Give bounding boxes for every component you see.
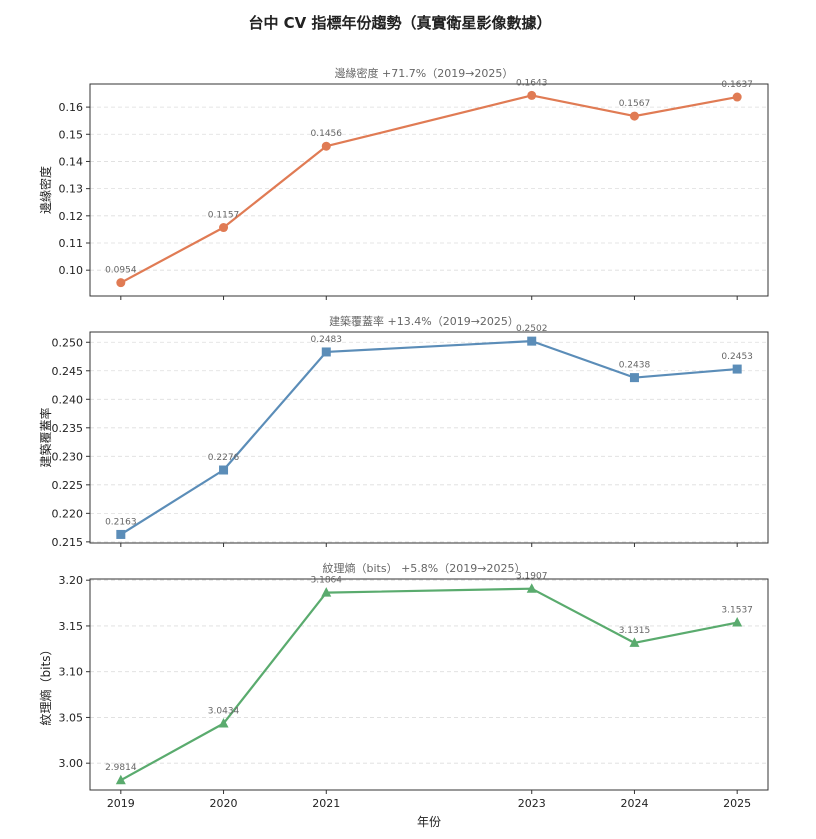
data-label: 0.1637 bbox=[721, 80, 753, 90]
y-tick-label: 0.14 bbox=[59, 155, 84, 168]
y-tick-label: 0.225 bbox=[52, 479, 84, 492]
data-point bbox=[219, 465, 229, 475]
y-tick-label: 0.16 bbox=[59, 101, 84, 114]
y-axis-label: 紋理熵（bits） bbox=[38, 644, 53, 726]
data-label: 0.1567 bbox=[619, 99, 651, 109]
data-point bbox=[321, 141, 331, 151]
y-axis-label: 建築覆蓋率 bbox=[38, 407, 53, 467]
panel-3: 3.00 3.05 3.10 3.15 3.20 2019 2020 2021 2023 2024… bbox=[38, 561, 769, 810]
y-tick-label: 3.00 bbox=[59, 757, 84, 770]
x-tick-label: 2019 bbox=[107, 797, 135, 810]
data-label: 0.1456 bbox=[311, 129, 343, 139]
x-tick-label: 2020 bbox=[210, 797, 238, 810]
data-label: 2.9814 bbox=[105, 763, 137, 773]
data-point bbox=[527, 336, 537, 346]
y-tick-label: 0.220 bbox=[52, 507, 84, 520]
y-tick-label: 0.235 bbox=[52, 422, 84, 435]
data-label: 0.1157 bbox=[208, 211, 240, 221]
y-tick-label: 0.10 bbox=[59, 264, 84, 277]
data-point bbox=[218, 717, 229, 728]
data-label: 3.1864 bbox=[311, 576, 343, 586]
data-point bbox=[629, 111, 639, 121]
y-axis-label: 邊緣密度 bbox=[38, 166, 53, 214]
y-tick-label: 0.15 bbox=[59, 128, 84, 141]
x-tick-label: 2023 bbox=[518, 797, 546, 810]
data-point bbox=[732, 617, 743, 627]
y-tick-label: 0.240 bbox=[52, 393, 84, 406]
x-axis-label: 年份 bbox=[417, 815, 441, 829]
y-tick-label: 0.245 bbox=[52, 365, 84, 378]
plot-frame bbox=[89, 578, 769, 791]
series-line bbox=[120, 587, 738, 782]
plot-frame bbox=[89, 331, 769, 544]
data-point bbox=[219, 223, 229, 233]
data-label: 3.1537 bbox=[721, 606, 753, 616]
data-point bbox=[116, 529, 126, 539]
data-label: 3.0434 bbox=[208, 706, 240, 716]
data-point bbox=[115, 774, 126, 785]
data-point bbox=[629, 637, 640, 647]
x-tick-label: 2025 bbox=[723, 797, 751, 810]
data-point bbox=[321, 347, 331, 357]
y-tick-label: 0.13 bbox=[59, 183, 84, 196]
data-label: 0.0954 bbox=[105, 266, 137, 276]
data-label: 3.1315 bbox=[619, 626, 651, 636]
figure-title: 台中 CV 指標年份趨勢（真實衛星影像數據） bbox=[248, 14, 551, 32]
y-tick-label: 3.15 bbox=[59, 620, 84, 633]
series-line bbox=[120, 340, 738, 536]
y-tick-label: 3.05 bbox=[59, 711, 84, 724]
y-tick-label: 3.20 bbox=[59, 574, 84, 587]
data-point bbox=[732, 92, 742, 102]
data-label: 0.2502 bbox=[516, 324, 548, 334]
plot-frame bbox=[89, 83, 769, 297]
data-point bbox=[629, 373, 639, 383]
subplot-title: 紋理熵（bits） +5.8%（2019→2025） bbox=[323, 561, 526, 575]
data-label: 3.1907 bbox=[516, 572, 548, 582]
x-tick-label: 2021 bbox=[312, 797, 340, 810]
data-point bbox=[116, 278, 126, 288]
data-label: 0.2453 bbox=[721, 352, 753, 362]
data-label: 0.2163 bbox=[105, 517, 137, 527]
y-tick-label: 0.11 bbox=[59, 237, 84, 250]
subplot-title: 邊緣密度 +71.7%（2019→2025） bbox=[335, 66, 514, 80]
panel-2: 0.215 0.220 0.225 0.230 0.235 0.240 0.245 0.250… bbox=[38, 314, 769, 549]
data-label: 0.1643 bbox=[516, 78, 548, 88]
panel-1: 0.10 0.11 0.12 0.13 0.14 0.15 0.16 邊緣密度 +71.7%（… bbox=[38, 66, 769, 300]
y-tick-label: 3.10 bbox=[59, 666, 84, 679]
subplot-title: 建築覆蓋率 +13.4%（2019→2025） bbox=[329, 314, 519, 328]
data-point bbox=[732, 364, 742, 374]
y-tick-label: 0.250 bbox=[52, 336, 84, 349]
data-point bbox=[321, 587, 332, 597]
data-label: 0.2438 bbox=[619, 361, 651, 371]
data-point bbox=[526, 583, 537, 593]
panels: 0.10 0.11 0.12 0.13 0.14 0.15 0.16 邊緣密度 +71.7%（… bbox=[38, 66, 769, 810]
series-line bbox=[120, 94, 738, 284]
y-tick-label: 0.12 bbox=[59, 210, 84, 223]
data-label: 0.2483 bbox=[311, 335, 343, 345]
x-tick-label: 2024 bbox=[620, 797, 648, 810]
data-point bbox=[527, 90, 537, 100]
data-label: 0.2276 bbox=[208, 453, 240, 463]
y-tick-label: 0.215 bbox=[52, 536, 84, 549]
y-tick-label: 0.230 bbox=[52, 450, 84, 463]
